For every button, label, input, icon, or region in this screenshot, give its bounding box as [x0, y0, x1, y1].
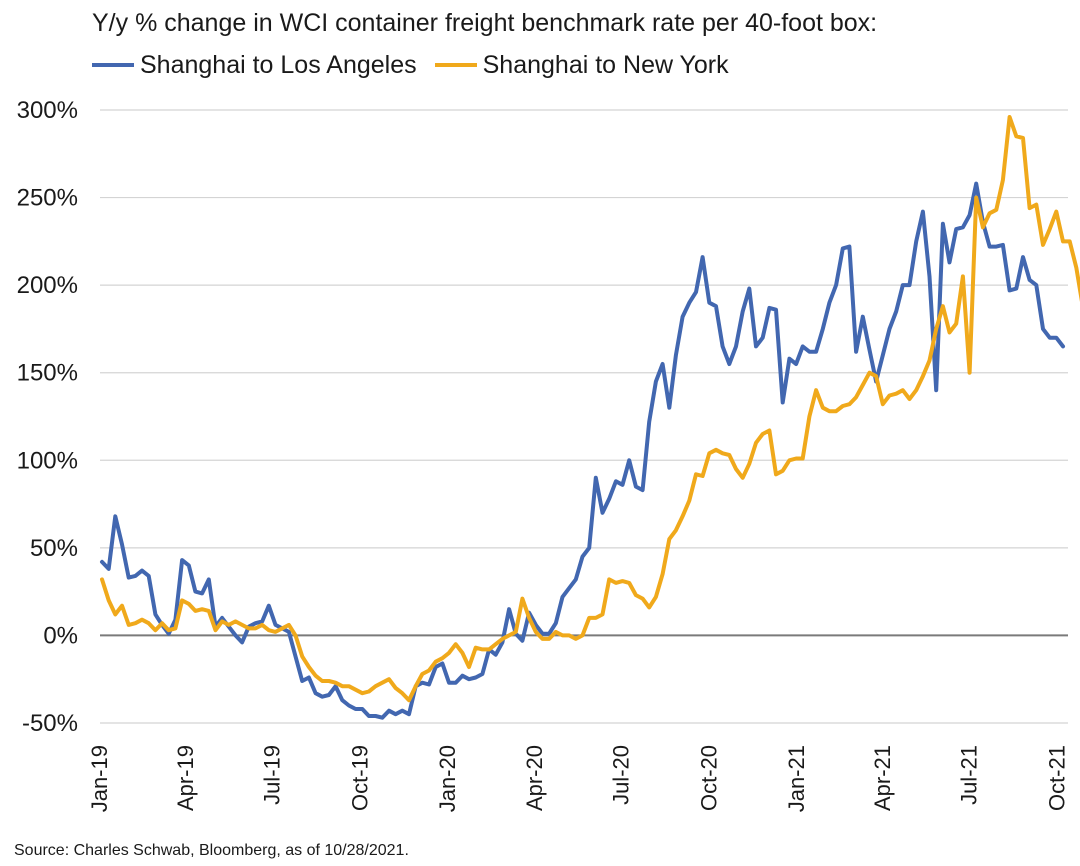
x-tick-label: Jan-20 [435, 745, 460, 812]
legend-swatch-new-york [434, 63, 477, 67]
x-tick-label: Jan-21 [784, 745, 809, 812]
y-tick-label: 300% [17, 97, 78, 124]
y-tick-label: 100% [17, 447, 78, 474]
x-tick-label: Jan-19 [87, 745, 112, 812]
x-tick-label: Oct-20 [696, 745, 721, 811]
x-tick-label: Jul-19 [260, 745, 285, 805]
y-tick-label: 250% [17, 185, 78, 212]
chart-legend: Shanghai to Los Angeles Shanghai to New … [92, 50, 747, 80]
y-tick-label: 0% [43, 622, 78, 649]
x-tick-label: Jul-20 [609, 745, 634, 805]
series-line-los-angeles [100, 181, 1065, 720]
legend-label-new-york: Shanghai to New York [482, 51, 729, 79]
legend-item-los-angeles: Shanghai to Los Angeles [92, 50, 417, 80]
x-tick-label: Apr-19 [173, 745, 198, 811]
x-tick-label: Apr-20 [522, 745, 547, 811]
chart-title: Y/y % change in WCI container freight be… [92, 9, 878, 37]
series-line-new-york [100, 115, 1080, 703]
y-tick-label: 150% [17, 360, 78, 387]
y-tick-label: 200% [17, 272, 78, 299]
legend-swatch-los-angeles [92, 63, 134, 67]
legend-item-new-york: Shanghai to New York [434, 50, 729, 80]
y-tick-label: 50% [30, 535, 78, 562]
x-tick-label: Oct-21 [1044, 745, 1069, 811]
x-tick-label: Oct-19 [347, 745, 372, 811]
y-tick-label: -50% [22, 710, 78, 737]
x-tick-label: Jul-21 [957, 745, 982, 805]
legend-label-los-angeles: Shanghai to Los Angeles [140, 51, 417, 79]
source-note: Source: Charles Schwab, Bloomberg, as of… [14, 842, 409, 859]
x-tick-label: Apr-21 [870, 745, 895, 811]
